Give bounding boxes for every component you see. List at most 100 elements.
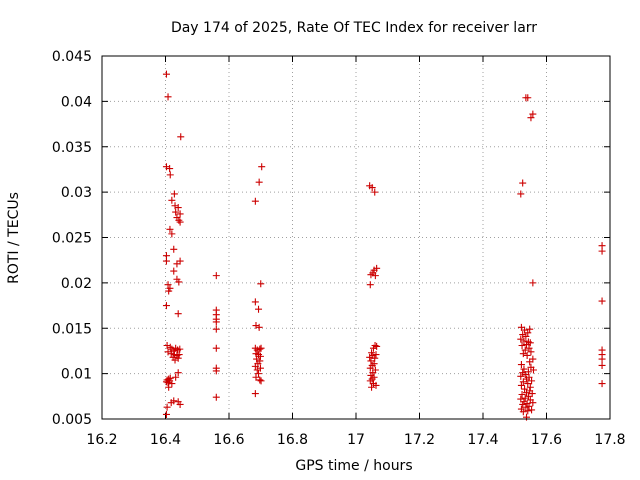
y-tick-label: 0.025 xyxy=(52,231,92,247)
data-point xyxy=(520,337,528,345)
data-point xyxy=(255,178,263,186)
data-point xyxy=(258,163,266,171)
data-point xyxy=(170,267,178,275)
data-point xyxy=(521,394,529,402)
x-tick-label: 17.8 xyxy=(594,432,625,448)
data-point xyxy=(527,114,535,122)
x-tick-label: 16.6 xyxy=(213,432,244,448)
data-point xyxy=(528,406,536,414)
data-point xyxy=(522,403,530,411)
data-point xyxy=(168,230,176,238)
data-point xyxy=(174,369,182,377)
data-point xyxy=(166,225,174,233)
data-point xyxy=(521,371,529,379)
data-point xyxy=(212,393,220,401)
data-point xyxy=(521,346,529,354)
data-point xyxy=(166,171,174,179)
data-point xyxy=(527,348,535,356)
data-point xyxy=(526,358,534,366)
data-point xyxy=(366,281,374,289)
data-point xyxy=(368,184,376,192)
data-point xyxy=(526,339,534,347)
x-tick-label: 17.6 xyxy=(531,432,562,448)
data-point xyxy=(257,344,265,352)
data-point xyxy=(162,378,170,386)
data-point xyxy=(598,361,606,369)
data-point xyxy=(171,202,179,210)
data-point xyxy=(162,410,170,418)
y-tick-label: 0.02 xyxy=(61,276,92,292)
data-point xyxy=(366,353,374,361)
data-point xyxy=(212,325,220,333)
data-point xyxy=(371,354,379,362)
data-point xyxy=(372,381,380,389)
data-point xyxy=(167,350,175,358)
data-point xyxy=(257,280,265,288)
data-point xyxy=(175,351,183,359)
y-tick-label: 0.035 xyxy=(52,140,92,156)
data-point xyxy=(167,399,175,407)
data-point xyxy=(522,332,530,340)
data-point xyxy=(170,245,178,253)
data-point xyxy=(165,383,173,391)
data-point xyxy=(162,70,170,78)
data-point xyxy=(251,390,259,398)
data-point xyxy=(175,278,183,286)
data-point xyxy=(598,355,606,363)
data-point xyxy=(171,356,179,364)
data-point xyxy=(519,378,527,386)
data-point xyxy=(522,341,530,349)
y-tick-label: 0.01 xyxy=(61,367,92,383)
data-point xyxy=(170,190,178,198)
data-point xyxy=(526,325,534,333)
data-point xyxy=(525,344,533,352)
data-point xyxy=(172,208,180,216)
data-point xyxy=(519,408,527,416)
x-tick-labels: 16.2 16.4 16.6 16.8 17 17.2 17.4 17.6 17.8 xyxy=(86,432,625,448)
data-point xyxy=(521,385,529,393)
data-point xyxy=(212,344,220,352)
data-point xyxy=(366,364,374,372)
data-point xyxy=(168,380,176,388)
data-point xyxy=(371,272,379,280)
data-points xyxy=(162,70,606,421)
data-point xyxy=(520,365,528,373)
x-tick-label: 17 xyxy=(347,432,365,448)
x-axis-label: GPS time / hours xyxy=(295,458,412,474)
data-point xyxy=(373,342,381,350)
chart-title: Day 174 of 2025, Rate Of TEC Index for r… xyxy=(171,20,537,36)
data-point xyxy=(166,165,174,173)
y-tick-label: 0.015 xyxy=(52,321,92,337)
data-point xyxy=(257,377,265,385)
data-point xyxy=(517,372,525,380)
data-point xyxy=(528,390,536,398)
data-point xyxy=(522,389,530,397)
data-point xyxy=(173,260,181,268)
x-tick-label: 16.8 xyxy=(277,432,308,448)
data-point xyxy=(164,93,172,101)
data-point xyxy=(598,297,606,305)
x-tick-label: 16.4 xyxy=(150,432,181,448)
y-tick-label: 0.045 xyxy=(52,49,92,65)
data-point xyxy=(522,413,530,421)
x-tick-label: 16.2 xyxy=(86,432,117,448)
data-point xyxy=(255,370,263,378)
data-point xyxy=(529,399,537,407)
data-point xyxy=(212,367,220,375)
data-point xyxy=(528,377,536,385)
data-point xyxy=(598,380,606,388)
data-point xyxy=(255,323,263,331)
data-point xyxy=(519,179,527,187)
data-point xyxy=(372,351,380,359)
data-point xyxy=(524,380,532,388)
data-point xyxy=(371,188,379,196)
data-point xyxy=(529,110,537,118)
y-tick-labels: 0.005 0.01 0.015 0.02 0.025 0.03 0.035 0.04 0.04… xyxy=(52,49,92,428)
data-point xyxy=(256,352,264,360)
data-point xyxy=(251,298,259,306)
data-point xyxy=(212,272,220,280)
data-point xyxy=(212,318,220,326)
data-point xyxy=(251,197,259,205)
data-point xyxy=(517,381,525,389)
x-tick-label: 17.4 xyxy=(467,432,498,448)
